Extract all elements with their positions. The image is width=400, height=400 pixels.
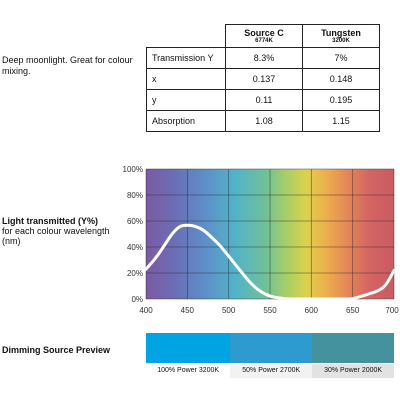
spec-table: Source C 6774K Tungsten 3200K Transmissi…: [146, 24, 380, 132]
table-row: Absorption 1.08 1.15: [146, 110, 380, 132]
y-axis: 0% 20% 40% 60% 80% 100%: [123, 165, 143, 304]
table-cell: 1.08: [225, 110, 303, 132]
table-row: x 0.137 0.148: [146, 68, 380, 90]
row-label: y: [146, 89, 226, 111]
row-label: Absorption: [146, 110, 226, 132]
chart-grid: [145, 168, 395, 300]
dimming-labels: 100% Power 3200K 50% Power 2700K 30% Power…: [146, 364, 394, 378]
x-tick-label: 500: [222, 306, 236, 315]
dimming-swatch: [312, 333, 394, 363]
y-tick-label: 40%: [127, 243, 143, 252]
source-name: Source C: [244, 27, 284, 38]
y-tick-label: 20%: [127, 269, 143, 278]
dimming-label: 50% Power 2700K: [230, 364, 313, 378]
dimming-label: 100% Power 3200K: [146, 364, 231, 378]
chart-label: Light transmitted (Y%) for each colour w…: [2, 216, 122, 246]
table-row: Transmission Y 8.3% 7%: [146, 47, 380, 69]
dimming-swatch: [146, 333, 231, 363]
table-cell: 1.15: [302, 110, 380, 132]
series-line: [144, 223, 396, 301]
tungsten-header: Tungsten 3200K: [302, 24, 380, 48]
table-cell: 8.3%: [225, 47, 303, 69]
chart-title: Light transmitted (Y%): [2, 216, 98, 226]
filter-description: Deep moonlight. Great for colour mixing.: [2, 55, 133, 76]
dimming-label: 30% Power 2000K: [312, 364, 394, 378]
dimming-swatch: [230, 333, 313, 363]
source-c-header: Source C 6774K: [225, 24, 303, 48]
spec-table-header: Source C 6774K Tungsten 3200K: [147, 24, 380, 48]
x-tick-label: 550: [263, 306, 277, 315]
y-tick-label: 60%: [127, 217, 143, 226]
row-label: x: [146, 68, 226, 90]
y-tick-label: 100%: [123, 165, 143, 174]
table-cell: 0.137: [225, 68, 303, 90]
table-cell: 0.11: [225, 89, 303, 111]
x-tick-label: 700: [385, 306, 399, 315]
dimming-title: Dimming Source Preview: [2, 345, 111, 355]
y-tick-label: 80%: [127, 191, 143, 200]
row-label: Transmission Y: [146, 47, 226, 69]
dimming-preview-bar: [146, 333, 394, 363]
table-cell: 0.148: [302, 68, 380, 90]
spec-table-corner: [147, 25, 226, 48]
table-cell: 7%: [302, 47, 380, 69]
x-tick-label: 400: [139, 306, 153, 315]
source-temp: 3200K: [332, 37, 350, 44]
table-cell: 0.195: [302, 89, 380, 111]
table-row: y 0.11 0.195: [146, 89, 380, 111]
transmission-chart: 0% 20% 40% 60% 80% 100% 400 450 500 550 600 650 700: [123, 165, 400, 315]
x-tick-label: 450: [181, 306, 195, 315]
x-tick-label: 650: [346, 306, 360, 315]
source-temp: 6774K: [255, 37, 273, 44]
source-name: Tungsten: [321, 27, 361, 38]
x-axis: 400 450 500 550 600 650 700: [139, 306, 399, 315]
y-tick-label: 0%: [131, 295, 143, 304]
chart-subtitle: for each colour wavelength (nm): [2, 226, 110, 246]
x-tick-label: 600: [305, 306, 319, 315]
